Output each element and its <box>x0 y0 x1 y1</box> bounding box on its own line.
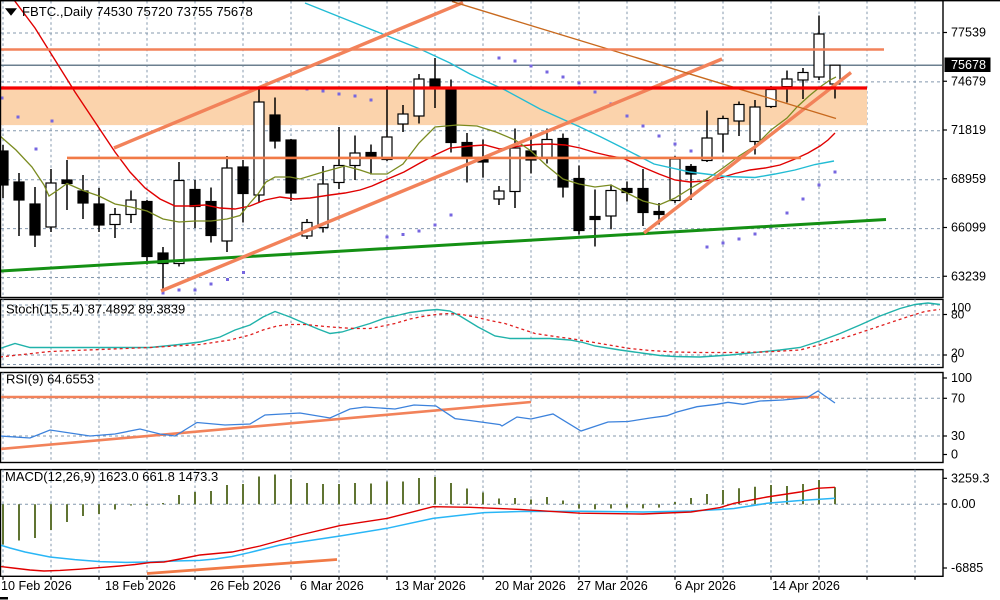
svg-text:6 Apr 2026: 6 Apr 2026 <box>675 579 736 593</box>
svg-text:3259.3: 3259.3 <box>951 471 990 485</box>
svg-text:14 Apr 2026: 14 Apr 2026 <box>772 579 840 593</box>
svg-text:20: 20 <box>951 346 965 360</box>
svg-text:100: 100 <box>951 371 972 385</box>
svg-text:13 Mar 2026: 13 Mar 2026 <box>395 579 466 593</box>
svg-text:0: 0 <box>951 352 958 366</box>
svg-text:MACD(12,26,9) 1623.0 661.8 147: MACD(12,26,9) 1623.0 661.8 1473.3 <box>5 469 218 484</box>
svg-text:75678: 75678 <box>951 58 986 72</box>
svg-text:10 Feb 2026: 10 Feb 2026 <box>1 579 72 593</box>
svg-text:80: 80 <box>951 307 965 321</box>
svg-text:66099: 66099 <box>951 221 986 235</box>
svg-text:70: 70 <box>951 391 965 405</box>
svg-text:-6885: -6885 <box>951 561 983 575</box>
svg-text:68959: 68959 <box>951 172 986 186</box>
svg-text:27 Mar 2026: 27 Mar 2026 <box>577 579 648 593</box>
svg-text:100: 100 <box>951 301 971 315</box>
svg-text:63239: 63239 <box>951 269 986 283</box>
svg-text:71819: 71819 <box>951 123 986 137</box>
svg-text:0: 0 <box>951 448 958 462</box>
svg-text:26 Feb 2026: 26 Feb 2026 <box>210 579 281 593</box>
svg-text:6 Mar 2026: 6 Mar 2026 <box>300 579 364 593</box>
svg-text:18 Feb 2026: 18 Feb 2026 <box>105 579 176 593</box>
svg-text:77539: 77539 <box>951 26 986 40</box>
svg-text:0.00: 0.00 <box>951 497 976 511</box>
svg-text:FBTC.,Daily 74530 75720 73755: FBTC.,Daily 74530 75720 73755 75678 <box>22 4 253 19</box>
svg-text:30: 30 <box>951 429 965 443</box>
svg-text:74679: 74679 <box>951 74 986 88</box>
svg-text:20 Mar 2026: 20 Mar 2026 <box>495 579 566 593</box>
svg-text:RSI(9) 64.6553: RSI(9) 64.6553 <box>6 372 94 387</box>
svg-text:Stoch(15,5,4) 87.4892 89.3839: Stoch(15,5,4) 87.4892 89.3839 <box>6 302 185 317</box>
